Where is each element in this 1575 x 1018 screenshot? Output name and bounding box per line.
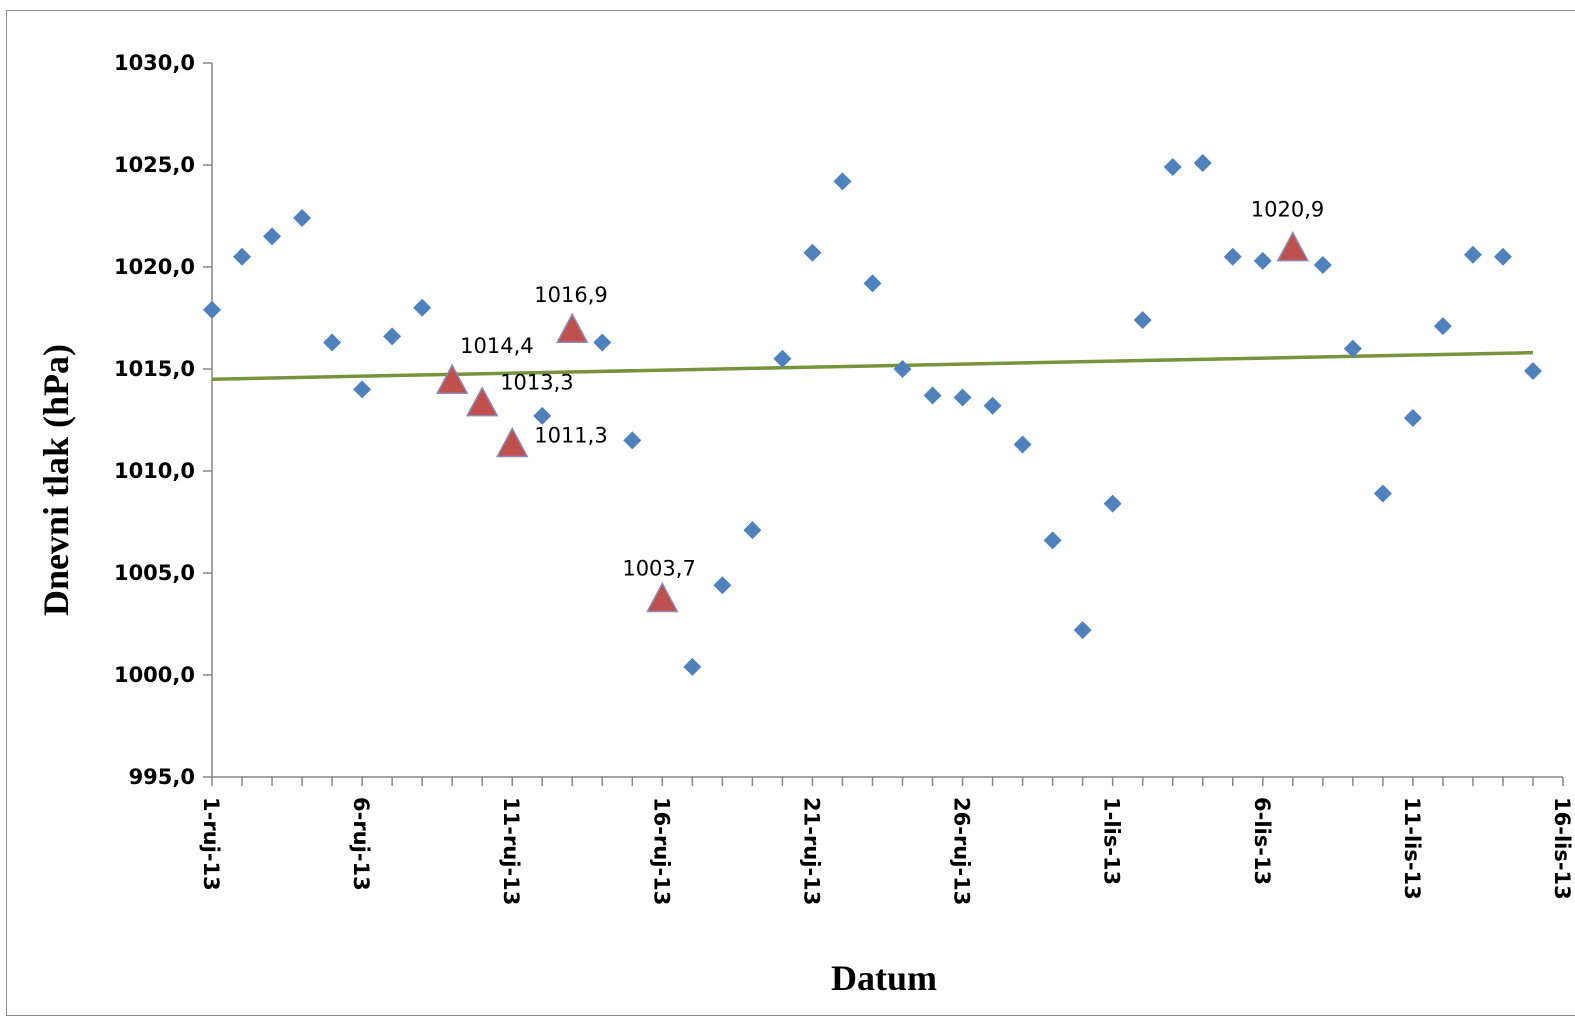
diamond-point — [1163, 158, 1182, 177]
diamond-point — [1403, 408, 1422, 427]
x-axis-title: Datum — [831, 958, 937, 998]
diamond-point — [263, 227, 282, 246]
diamond-point — [1013, 435, 1032, 454]
data-labels: 1014,4 1013,3 1011,3 1016,9 1003,7 1020,9 — [460, 198, 1324, 581]
y-tick-label: 1030,0 — [114, 51, 195, 75]
diamond-point — [593, 333, 612, 352]
diamond-point — [893, 360, 912, 378]
triangle-point — [1276, 231, 1310, 262]
y-tick-label: 1005,0 — [114, 561, 195, 585]
data-label: 1016,9 — [534, 283, 607, 307]
x-tick-label: 6-ruj-13 — [349, 797, 373, 891]
data-label: 1014,4 — [460, 334, 533, 358]
diamond-point — [1343, 339, 1362, 358]
diamond-point — [533, 406, 552, 425]
y-tick-label: 1025,0 — [114, 153, 195, 177]
data-label: 1003,7 — [622, 557, 695, 581]
y-tick-label: 1010,0 — [114, 459, 195, 483]
diamond-point — [953, 388, 972, 407]
diamond-point — [983, 396, 1002, 415]
axes: 995,0 1000,0 1005,0 1010,0 1015,0 1020,0 1025,… — [114, 51, 1574, 905]
x-tick-label: 16-ruj-13 — [649, 797, 673, 905]
diamond-point — [1433, 317, 1452, 336]
trendline-group — [211, 350, 1534, 381]
data-points — [203, 153, 1542, 676]
diamond-point — [1073, 621, 1092, 640]
diamond-point — [713, 576, 732, 595]
y-tick-label: 1020,0 — [114, 255, 195, 279]
diamond-point — [1373, 484, 1392, 503]
y-tick-label: 1000,0 — [114, 663, 195, 687]
diamond-point — [1253, 251, 1272, 270]
triangle-point — [465, 386, 499, 417]
diamond-point — [413, 298, 432, 317]
diamond-point — [773, 349, 792, 368]
diamond-point — [863, 274, 882, 293]
diamond-point — [683, 657, 702, 676]
x-tick-label: 21-ruj-13 — [799, 797, 823, 905]
diamond-point — [323, 333, 342, 352]
diamond-point — [623, 431, 642, 450]
data-label: 1020,9 — [1251, 198, 1324, 222]
x-tick-label: 26-ruj-13 — [950, 797, 974, 905]
diamond-point — [293, 209, 312, 228]
diamond-point — [203, 300, 221, 319]
diamond-point — [1193, 153, 1212, 172]
x-tick-label: 6-lis-13 — [1250, 797, 1274, 885]
diamond-point — [1103, 494, 1122, 513]
y-tick-label: 995,0 — [129, 765, 195, 789]
diamond-point — [233, 247, 252, 266]
x-tick-label: 11-lis-13 — [1400, 797, 1424, 900]
triangle-point — [556, 312, 589, 343]
diamond-point — [803, 243, 822, 262]
triangle-point — [435, 363, 469, 394]
diamond-point — [1463, 245, 1482, 264]
diamond-point — [923, 386, 942, 405]
trendline — [211, 350, 1534, 381]
x-tick-label: 1-lis-13 — [1100, 797, 1124, 885]
diamond-point — [1523, 362, 1542, 381]
diamond-point — [1043, 531, 1062, 550]
x-tick-label: 1-ruj-13 — [199, 797, 223, 891]
diamond-point — [1493, 247, 1512, 266]
y-axis-title: Dnevni tlak (hPa) — [36, 344, 76, 616]
diamond-point — [383, 327, 402, 346]
triangle-point — [646, 581, 679, 613]
data-label: 1013,3 — [500, 371, 573, 395]
diamond-point — [743, 521, 762, 540]
chart-frame — [6, 10, 1575, 1016]
diamond-point — [353, 380, 372, 399]
diamond-point — [833, 172, 852, 191]
data-label: 1011,3 — [534, 423, 607, 447]
diamond-point — [1133, 311, 1152, 330]
x-tick-label: 16-lis-13 — [1550, 797, 1574, 900]
diamond-point — [1313, 255, 1332, 274]
triangle-point — [495, 426, 529, 458]
y-tick-label: 1015,0 — [114, 357, 195, 381]
diamond-point — [1223, 247, 1242, 266]
x-tick-label: 11-ruj-13 — [499, 797, 523, 905]
